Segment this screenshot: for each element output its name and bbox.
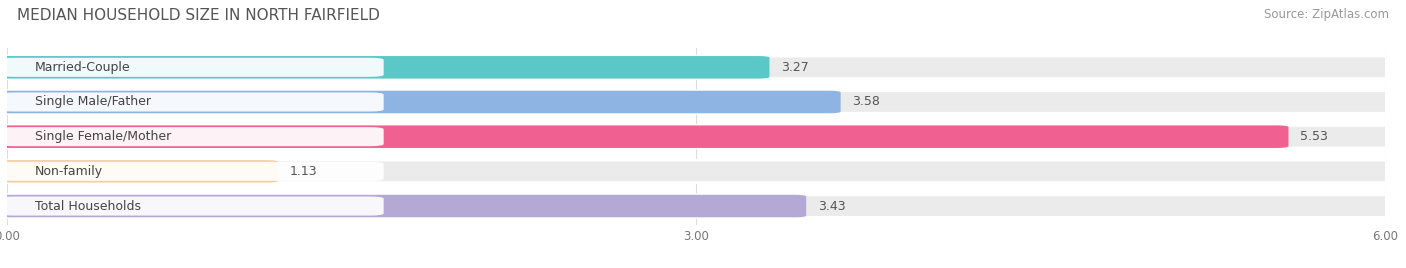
- Text: 3.27: 3.27: [780, 61, 808, 74]
- Text: Source: ZipAtlas.com: Source: ZipAtlas.com: [1264, 8, 1389, 21]
- FancyBboxPatch shape: [0, 125, 1396, 148]
- FancyBboxPatch shape: [0, 125, 1288, 148]
- FancyBboxPatch shape: [0, 160, 1396, 183]
- Text: Non-family: Non-family: [35, 165, 103, 178]
- FancyBboxPatch shape: [0, 195, 806, 217]
- FancyBboxPatch shape: [0, 58, 384, 77]
- FancyBboxPatch shape: [0, 160, 278, 183]
- FancyBboxPatch shape: [0, 195, 1396, 217]
- FancyBboxPatch shape: [0, 196, 384, 215]
- Text: 1.13: 1.13: [290, 165, 318, 178]
- Text: Single Male/Father: Single Male/Father: [35, 95, 150, 109]
- FancyBboxPatch shape: [0, 127, 384, 146]
- Text: 3.58: 3.58: [852, 95, 880, 109]
- Text: MEDIAN HOUSEHOLD SIZE IN NORTH FAIRFIELD: MEDIAN HOUSEHOLD SIZE IN NORTH FAIRFIELD: [17, 8, 380, 23]
- FancyBboxPatch shape: [0, 91, 1396, 113]
- Text: Total Households: Total Households: [35, 200, 141, 213]
- FancyBboxPatch shape: [0, 92, 384, 111]
- FancyBboxPatch shape: [0, 56, 1396, 79]
- Text: Married-Couple: Married-Couple: [35, 61, 131, 74]
- Text: 3.43: 3.43: [818, 200, 845, 213]
- FancyBboxPatch shape: [0, 91, 841, 113]
- FancyBboxPatch shape: [0, 162, 384, 181]
- Text: 5.53: 5.53: [1301, 130, 1327, 143]
- FancyBboxPatch shape: [0, 56, 769, 79]
- Text: Single Female/Mother: Single Female/Mother: [35, 130, 172, 143]
